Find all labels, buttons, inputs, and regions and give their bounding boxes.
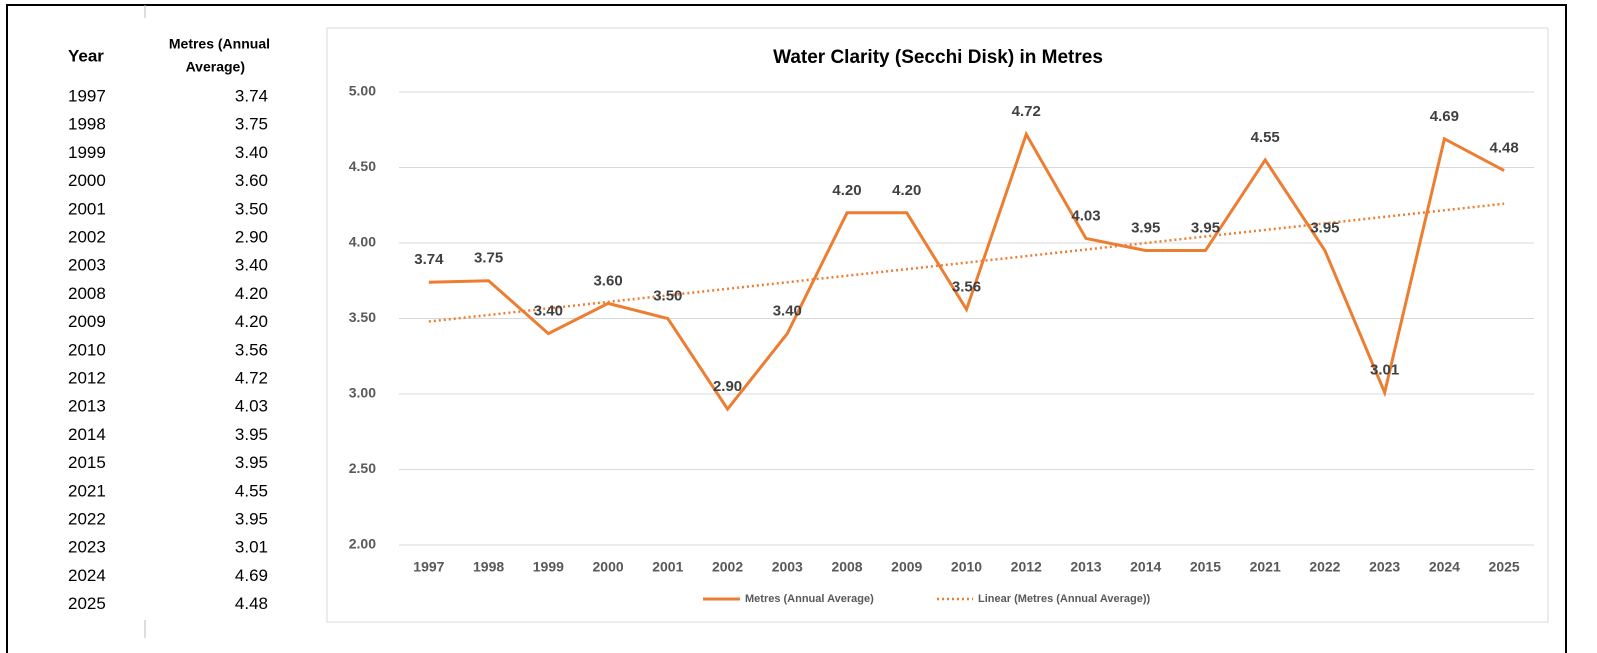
- x-tick-label: 2010: [951, 559, 982, 575]
- table-cell: 4.72: [235, 368, 268, 387]
- data-label: 4.72: [1012, 103, 1041, 120]
- table-cell: 4.03: [235, 397, 268, 416]
- table-cell: 2009: [68, 312, 106, 331]
- data-label: 3.40: [534, 303, 563, 320]
- chart-title: Water Clarity (Secchi Disk) in Metres: [773, 47, 1103, 68]
- table-header: Average): [186, 59, 245, 75]
- table-cell: 2015: [68, 453, 106, 472]
- x-tick-label: 2013: [1070, 559, 1101, 575]
- table-cell: 3.40: [235, 256, 268, 275]
- x-tick-label: 2024: [1429, 559, 1460, 575]
- y-tick-label: 3.50: [349, 309, 376, 325]
- table-cell: 4.48: [235, 594, 268, 613]
- table-cell: 4.20: [235, 312, 268, 331]
- data-label: 3.50: [653, 287, 682, 304]
- data-label: 4.03: [1071, 207, 1100, 224]
- table-cell: 2000: [68, 171, 106, 190]
- data-label: 4.69: [1430, 108, 1459, 125]
- x-tick-label: 2002: [712, 559, 743, 575]
- table-cell: 1999: [68, 143, 106, 162]
- y-tick-label: 4.50: [349, 158, 376, 174]
- table-cell: 3.50: [235, 199, 268, 218]
- table-cell: 3.40: [235, 143, 268, 162]
- chart: 2.00 2.50 3.00 3.50 4.00 4.50 5.00 1997 1998 1999…: [349, 83, 1534, 605]
- data-label: 4.20: [832, 182, 861, 199]
- table-cell: 2003: [68, 256, 106, 275]
- data-label: 3.95: [1191, 220, 1220, 237]
- table-cell: 3.56: [235, 340, 268, 359]
- legend-label: Linear (Metres (Annual Average)): [978, 593, 1151, 605]
- table-cell: 4.20: [235, 284, 268, 303]
- table-header: Year: [68, 46, 104, 65]
- table-cell: 4.55: [235, 481, 268, 500]
- table-cell: 2001: [68, 199, 106, 218]
- table-cell: 1997: [68, 86, 106, 105]
- x-tick-label: 2022: [1309, 559, 1340, 575]
- y-tick-label: 5.00: [349, 83, 376, 99]
- table-cell: 2.90: [235, 227, 268, 246]
- data-label: 3.75: [474, 250, 503, 267]
- table: 1997 3.74 1998 3.75 1999 3.40 2000 3.60 2001 3.50…: [68, 86, 268, 613]
- table-cell: 1998: [68, 115, 106, 134]
- x-tick-label: 2023: [1369, 559, 1400, 575]
- data-label: 3.95: [1310, 220, 1339, 237]
- data-label: 2.90: [713, 378, 742, 395]
- table-cell: 2014: [68, 425, 106, 444]
- data-label: 3.60: [593, 272, 622, 289]
- data-label: 3.95: [1131, 220, 1160, 237]
- x-tick-label: 2003: [772, 559, 803, 575]
- x-tick-label: 2008: [831, 559, 862, 575]
- table-cell: 2025: [68, 594, 106, 613]
- x-tick-label: 1998: [473, 559, 504, 575]
- table-cell: 2013: [68, 397, 106, 416]
- y-tick-label: 3.00: [349, 385, 376, 401]
- table-header: Metres (Annual: [169, 36, 270, 52]
- table-cell: 2021: [68, 481, 106, 500]
- data-label: 3.74: [414, 251, 444, 268]
- table-cell: 2012: [68, 368, 106, 387]
- x-tick-label: 2025: [1489, 559, 1520, 575]
- y-tick-label: 2.50: [349, 460, 376, 476]
- legend-label: Metres (Annual Average): [745, 593, 874, 605]
- table-cell: 3.60: [235, 171, 268, 190]
- table-cell: 2023: [68, 538, 106, 557]
- table-cell: 3.95: [235, 509, 268, 528]
- table-cell: 3.74: [235, 86, 268, 105]
- table-cell: 3.95: [235, 425, 268, 444]
- chart-area: [326, 27, 1549, 623]
- table-cell: 3.01: [235, 538, 268, 557]
- table-cell: 2002: [68, 227, 106, 246]
- table-cell: 3.95: [235, 453, 268, 472]
- data-label: 3.56: [952, 278, 981, 295]
- x-tick-label: 2021: [1250, 559, 1281, 575]
- table-cell: 2022: [68, 509, 106, 528]
- data-label: 3.40: [773, 303, 802, 320]
- x-tick-label: 2012: [1011, 559, 1042, 575]
- data-label: 4.20: [892, 182, 921, 199]
- table-cell: 3.75: [235, 115, 268, 134]
- table-cell: 2024: [68, 566, 106, 585]
- table-cell: 2010: [68, 340, 106, 359]
- x-tick-label: 2000: [593, 559, 624, 575]
- x-tick-label: 2015: [1190, 559, 1221, 575]
- x-tick-label: 2009: [891, 559, 922, 575]
- x-tick-label: 2001: [652, 559, 683, 575]
- y-tick-label: 2.00: [349, 536, 376, 552]
- data-label: 4.48: [1490, 139, 1519, 156]
- x-tick-label: 1997: [413, 559, 444, 575]
- data-label: 3.01: [1370, 361, 1399, 378]
- table-cell: 4.69: [235, 566, 268, 585]
- x-tick-label: 1999: [533, 559, 564, 575]
- y-tick-label: 4.00: [349, 234, 376, 250]
- x-tick-label: 2014: [1130, 559, 1161, 575]
- data-label: 4.55: [1251, 129, 1280, 146]
- data-line: [428, 130, 1505, 412]
- table-cell: 2008: [68, 284, 106, 303]
